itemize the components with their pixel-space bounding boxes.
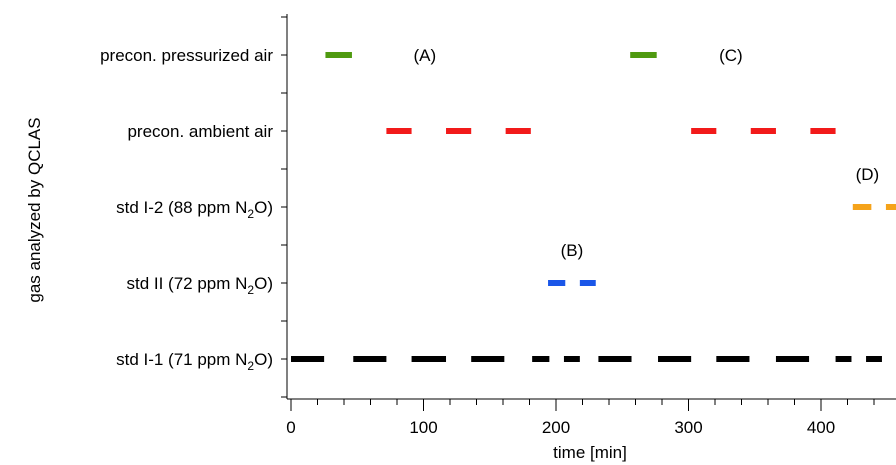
annotation-label: (B) [561,241,584,260]
annotation-label: (C) [719,46,743,65]
x-tick-label: 200 [542,418,570,437]
category-label: std II (72 ppm N2O) [126,274,273,297]
axes [281,14,896,411]
annotation-label: (A) [413,46,436,65]
x-tick-label: 0 [286,418,295,437]
chart-labels: 0 100 200 300 400 std I-1 (71 ppm N2O) std II … [100,46,879,437]
category-label: std I-1 (71 ppm N2O) [116,350,273,373]
y-axis-title: gas analyzed by QCLAS [25,117,44,302]
x-tick-label: 300 [674,418,702,437]
x-axis-title: time [min] [553,443,627,462]
x-tick-label: 100 [409,418,437,437]
category-label: precon. ambient air [127,122,273,141]
category-label: precon. pressurized air [100,46,273,65]
annotation-label: (D) [856,165,880,184]
category-label: std I-2 (88 ppm N2O) [116,198,273,221]
chart-marks [291,52,896,362]
x-tick-label: 400 [807,418,835,437]
